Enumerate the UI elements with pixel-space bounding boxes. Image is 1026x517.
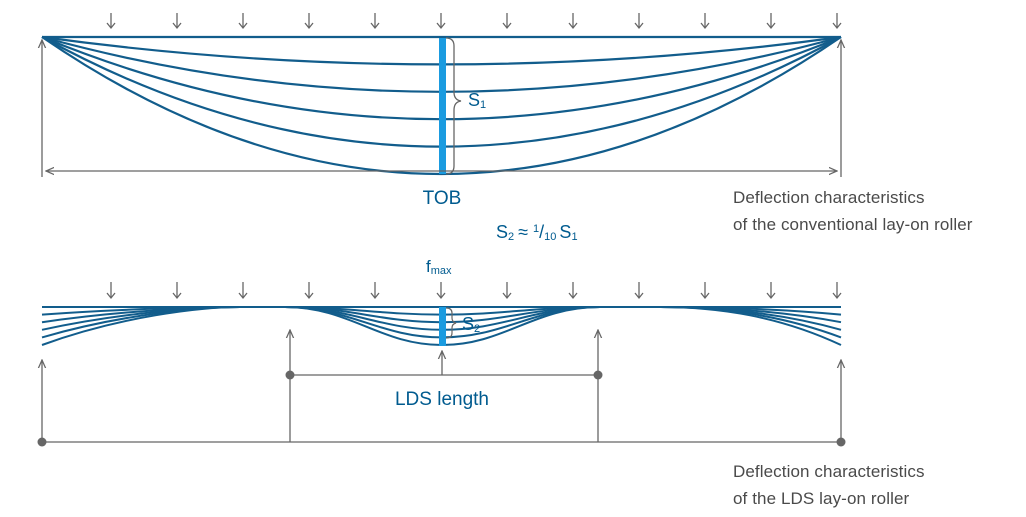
caption-lds-line1: Deflection characteristics xyxy=(733,462,925,481)
load-arrow-top-6 xyxy=(436,13,446,30)
load-arrow-bottom-2 xyxy=(172,282,182,300)
relation-formula: S2 ≈1/10 S1 xyxy=(496,222,578,243)
load-arrow-bottom-5 xyxy=(370,282,380,300)
s1-brace xyxy=(445,37,462,175)
load-arrow-bottom-10 xyxy=(700,282,710,300)
load-arrow-top-1 xyxy=(106,13,116,30)
load-arrow-bottom-8 xyxy=(568,282,578,300)
s1-label: S1 xyxy=(468,90,486,111)
load-arrow-bottom-12 xyxy=(832,282,842,300)
load-arrows-bottom xyxy=(106,282,842,300)
base-end-right xyxy=(836,437,846,447)
lds-length-end-right xyxy=(593,370,603,380)
center-deflection-bar-top xyxy=(439,38,446,174)
s2-brace xyxy=(445,307,457,339)
load-arrow-bottom-4 xyxy=(304,282,314,300)
load-arrow-top-9 xyxy=(634,13,644,30)
conventional-roller-diagram: S1 TOB xyxy=(42,13,841,209)
caption-conventional-line1: Deflection characteristics xyxy=(733,188,925,207)
s2-label: S2 xyxy=(462,314,480,335)
load-arrow-top-10 xyxy=(700,13,710,30)
caption-conventional-line2: of the conventional lay-on roller xyxy=(733,215,973,234)
fmax-label: fmax xyxy=(426,257,452,277)
load-arrow-top-4 xyxy=(304,13,314,30)
load-arrow-bottom-1 xyxy=(106,282,116,300)
load-arrow-top-12 xyxy=(832,13,842,30)
lds-length-label: LDS length xyxy=(395,389,489,410)
load-arrow-bottom-9 xyxy=(634,282,644,300)
load-arrow-top-8 xyxy=(568,13,578,30)
load-arrow-top-2 xyxy=(172,13,182,30)
load-arrow-bottom-11 xyxy=(766,282,776,300)
tob-label: TOB xyxy=(423,188,462,209)
lds-roller-diagram: fmax S2 LDS length xyxy=(37,257,846,447)
caption-conventional: Deflection characteristics of the conven… xyxy=(733,184,973,238)
caption-lds: Deflection characteristics of the LDS la… xyxy=(733,458,925,512)
load-arrows-top xyxy=(106,13,842,30)
lds-length-end-left xyxy=(285,370,295,380)
center-deflection-bar-bottom xyxy=(439,307,446,346)
load-arrow-top-11 xyxy=(766,13,776,30)
load-arrow-top-3 xyxy=(238,13,248,30)
load-arrow-top-7 xyxy=(502,13,512,30)
load-arrow-bottom-6 xyxy=(436,282,446,300)
caption-lds-line2: of the LDS lay-on roller xyxy=(733,489,910,508)
load-arrow-bottom-3 xyxy=(238,282,248,300)
base-end-left xyxy=(37,437,47,447)
load-arrow-top-5 xyxy=(370,13,380,30)
load-arrow-bottom-7 xyxy=(502,282,512,300)
